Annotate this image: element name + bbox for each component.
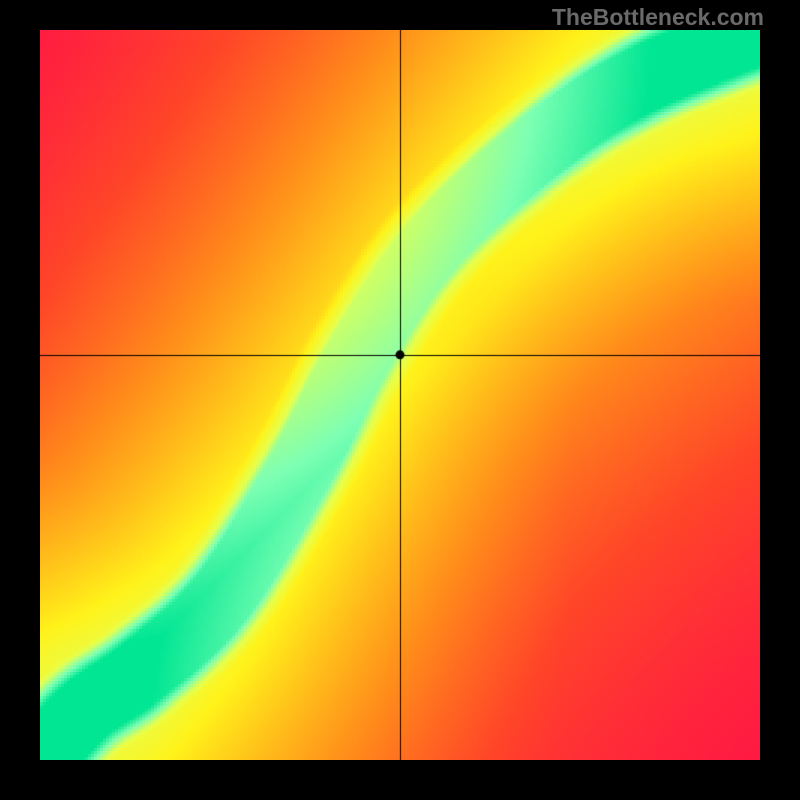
chart-container: TheBottleneck.com bbox=[0, 0, 800, 800]
bottleneck-heatmap bbox=[40, 30, 760, 760]
watermark-text: TheBottleneck.com bbox=[552, 4, 764, 31]
